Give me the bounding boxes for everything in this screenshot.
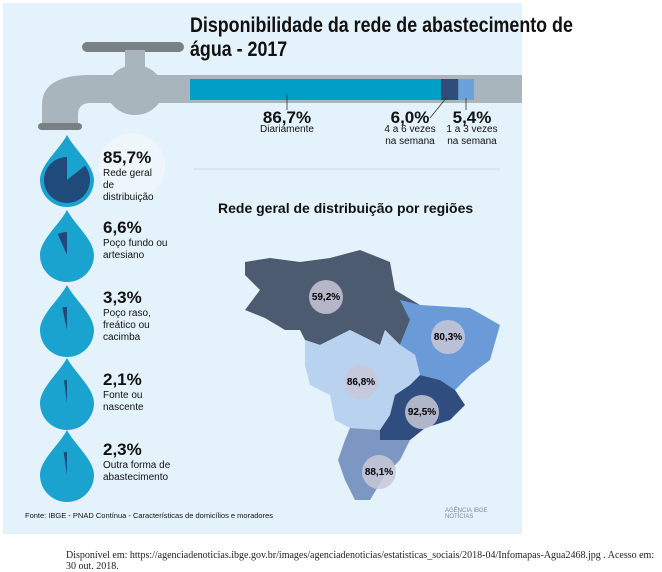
drop-fill-wedge bbox=[57, 232, 67, 255]
ibge-logo: AGÊNCIA IBGE NOTÍCIAS bbox=[445, 508, 488, 520]
source-label: Poço raso, freático ou cacimba bbox=[103, 308, 151, 343]
freq-4-6-label: 4 a 6 vezes bbox=[384, 124, 436, 135]
source-label: Outra forma de abastecimento bbox=[103, 460, 171, 483]
map-title: Rede geral de distribuição por regiões bbox=[218, 200, 474, 216]
freq-1-3-value: 5,4% bbox=[452, 108, 492, 127]
freq-daily-value: 86,7% bbox=[262, 108, 312, 127]
region-value-sudeste: 92,5% bbox=[405, 395, 439, 429]
faucet-handle bbox=[82, 42, 184, 52]
region-value-centro-oeste: 86,8% bbox=[344, 365, 378, 399]
region-value-norte: 59,2% bbox=[309, 280, 343, 314]
region-value-nordeste: 80,3% bbox=[431, 320, 465, 354]
source-value: 3,3% bbox=[103, 288, 142, 307]
water-drops bbox=[40, 135, 94, 502]
source-note: Fonte: IBGE - PNAD Contínua - Caracterís… bbox=[25, 511, 274, 520]
source-label: Fonte ou nascente bbox=[103, 390, 144, 413]
freq-daily: 86,7% Diariamente bbox=[257, 108, 317, 136]
frequency-bar bbox=[190, 79, 474, 100]
source-value: 85,7% bbox=[103, 148, 152, 167]
source-label: Rede geral de distribuição bbox=[103, 168, 154, 203]
water-drop-icon bbox=[40, 358, 94, 430]
source-rede-geral: 85,7% Rede geral de distribuição bbox=[103, 148, 163, 204]
bar-segment-0 bbox=[190, 79, 441, 100]
credit-line: Disponível em: https://agenciadenoticias… bbox=[66, 550, 655, 572]
water-drop-icon bbox=[40, 430, 94, 502]
freq-1-3: 5,4% 1 a 3 vezes na semana bbox=[444, 108, 500, 148]
water-drop-icon bbox=[40, 135, 94, 207]
bar-segment-2 bbox=[458, 79, 474, 100]
faucet-graphic bbox=[38, 42, 522, 502]
source-value: 2,3% bbox=[103, 440, 142, 459]
drop-fill-wedge bbox=[63, 452, 67, 475]
region-value-sul: 88,1% bbox=[362, 455, 396, 489]
drop-fill-wedge bbox=[62, 307, 67, 330]
source-poco-fundo: 6,6% Poço fundo ou artesiano bbox=[103, 218, 168, 262]
bar-segment-1 bbox=[440, 79, 459, 100]
source-fonte: 2,1% Fonte ou nascente bbox=[103, 370, 153, 414]
water-drop-icon bbox=[40, 285, 94, 357]
page-title: Disponibilidade da rede de abastecimento… bbox=[190, 14, 573, 61]
drop-fill-wedge bbox=[43, 156, 90, 203]
source-value: 6,6% bbox=[103, 218, 142, 237]
freq-4-6-value: 6,0% bbox=[390, 108, 430, 127]
source-label: Poço fundo ou artesiano bbox=[103, 238, 168, 261]
freq-4-6-label-2: na semana bbox=[385, 136, 435, 147]
source-outra: 2,3% Outra forma de abastecimento bbox=[103, 440, 183, 484]
water-drop-icon bbox=[40, 210, 94, 282]
freq-1-3-label: 1 a 3 vezes bbox=[446, 124, 498, 135]
source-value: 2,1% bbox=[103, 370, 142, 389]
freq-4-6: 6,0% 4 a 6 vezes na semana bbox=[382, 108, 438, 148]
freq-daily-label: Diariamente bbox=[260, 124, 314, 135]
drop-fill-wedge bbox=[63, 380, 67, 403]
source-poco-raso: 3,3% Poço raso, freático ou cacimba bbox=[103, 288, 163, 344]
freq-1-3-label-2: na semana bbox=[447, 136, 497, 147]
